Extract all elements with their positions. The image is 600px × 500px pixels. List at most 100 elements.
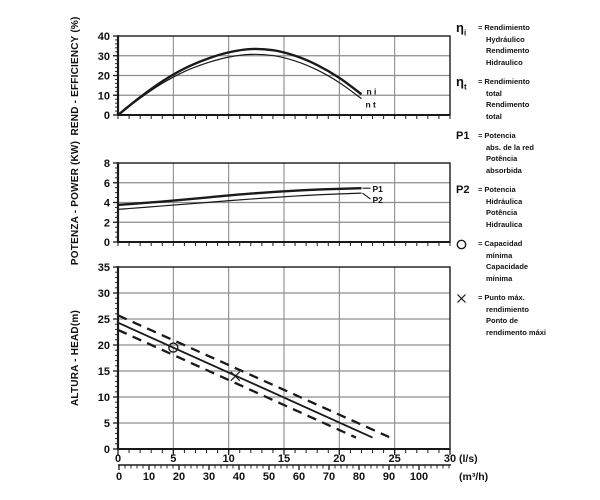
efficiency-axis-title: REND - EFFICIENCY (%) (70, 16, 81, 135)
series-label-P1: P1 (372, 184, 383, 194)
min-capacity-circle-icon (456, 238, 478, 284)
series-head-nominal (117, 321, 373, 439)
y-tick-label: 6 (104, 178, 110, 190)
legend-line: = Punto máx. (478, 293, 525, 302)
min-capacity-marker (168, 342, 179, 353)
equals-sign: = (478, 77, 483, 86)
legend-text-p1: = Potencia abs. de la red Potência absorbida (478, 130, 534, 176)
legend-line: Potência (486, 154, 518, 163)
legend-text-eta-i: = Rendimiento Hydráulico Rendimento Hidrauli… (478, 22, 530, 68)
legend-item-p2: P2 = Potencia Hidráulica Potência Hidraulica (456, 184, 598, 230)
y-tick-label: 4 (104, 198, 111, 210)
legend-line: Ponto de (486, 316, 519, 325)
legend-item-min-capacity: = Capacidad mínima Capacidade mínima (456, 238, 598, 284)
legend-line: = Potencia (478, 131, 516, 140)
legend-text-min-capacity: = Capacidad mínima Capacidade mínima (478, 238, 528, 284)
legend-line: mínima (486, 273, 513, 283)
legend-line: Potência (486, 208, 518, 217)
head-axis-title: ALTURA - HEAD(m) (70, 310, 81, 406)
legend-line: mínima (486, 250, 513, 260)
legend-item-eta-t: ηt = Rendimiento total Rendimento total (456, 74, 598, 122)
y-tick-label: 20 (98, 71, 110, 83)
equals-sign: = (478, 185, 483, 194)
legend-line: Hidraulica (486, 219, 523, 229)
legend-symbol-eta-i: ηi (456, 20, 467, 38)
max-efficiency-marker (230, 371, 241, 382)
y-tick-label: 35 (98, 262, 110, 274)
secondary-axis-m3h: 0 10 20 30 40 50 60 70 80 90 100 (116, 464, 451, 483)
x-tick-label: 25 (389, 453, 401, 465)
legend-symbol-p2: P2 (456, 184, 470, 196)
x-tick-label: 10 (223, 453, 235, 465)
legend-line: total (486, 111, 502, 121)
y-tick-label: 25 (98, 314, 110, 326)
legend-symbol-eta-t: ηt (456, 74, 467, 92)
series-label-n-t: n t (365, 100, 376, 110)
legend-line: total (486, 88, 502, 98)
legend-item-p1: P1 = Potencia abs. de la red Potência absorbi… (456, 130, 598, 176)
y-tick-label: 0 (104, 237, 110, 249)
legend-text-max-efficiency-point: = Punto máx. rendimiento Ponto de rendimento… (478, 292, 546, 338)
flow-m3h-unit-label: (m³/h) (459, 471, 488, 483)
series-p2-hydraulic-power (117, 192, 362, 211)
x-tick-label: 15 (278, 453, 290, 465)
x-tick-label: 20 (333, 453, 345, 465)
y-tick-label: 10 (98, 392, 110, 404)
y-tick-label: 8 (104, 158, 110, 170)
series-label-n-i: n i (366, 86, 376, 96)
y-tick-label: 2 (104, 217, 110, 229)
x-tick-label: 5 (170, 453, 176, 465)
y-tick-label: 10 (98, 90, 110, 102)
legend-line: rendimiento (486, 304, 529, 314)
max-efficiency-x-icon (456, 292, 478, 338)
chart-efficiency: 0 10 20 30 40 n i n t (98, 31, 451, 122)
series-p1-absorbed-power (117, 186, 362, 207)
x-tick-label: 0 (115, 453, 121, 465)
m3h-tick-label: 10 (143, 471, 155, 483)
flow-ls-unit-label: (l/s) (459, 453, 478, 465)
legend-line: Hidráulica (486, 196, 523, 206)
legend-line: = Rendimiento (478, 23, 530, 32)
m3h-tick-label: 0 (116, 471, 122, 483)
chart-head: 0 5 10 15 20 25 30 35 0 5 10 15 20 25 30 (98, 262, 456, 465)
m3h-tick-label: 90 (383, 471, 395, 483)
legend-line: rendimento máxi (486, 327, 547, 337)
m3h-tick-label: 100 (410, 471, 428, 483)
legend-line: = Capacidad (478, 239, 523, 248)
series-head-lower-tolerance (117, 328, 357, 439)
y-tick-label: 5 (104, 418, 110, 430)
m3h-tick-label: 40 (233, 471, 245, 483)
y-tick-label: 0 (104, 444, 110, 456)
equals-sign: = (478, 23, 483, 32)
legend-line: absorbida (486, 165, 522, 175)
equals-sign: = (478, 293, 483, 302)
series-eta-total (117, 53, 362, 116)
legend-line: = Potencia (478, 185, 516, 194)
legend: ηi = Rendimiento Hydráulico Rendimento Hidrau… (456, 20, 598, 346)
series-label-P2: P2 (372, 195, 383, 205)
m3h-tick-label: 60 (293, 471, 305, 483)
legend-symbol-p1: P1 (456, 130, 470, 142)
equals-sign: = (478, 131, 483, 140)
m3h-tick-label: 30 (203, 471, 215, 483)
legend-line: = Rendimiento (478, 77, 530, 86)
legend-text-eta-t: = Rendimiento total Rendimento total (478, 76, 530, 122)
legend-line: Rendimento (486, 46, 530, 55)
legend-line: Hydráulico (486, 34, 525, 44)
m3h-tick-label: 80 (353, 471, 365, 483)
equals-sign: = (478, 239, 483, 248)
y-tick-label: 30 (98, 288, 110, 300)
y-tick-label: 20 (98, 340, 110, 352)
legend-item-eta-i: ηi = Rendimiento Hydráulico Rendimento Hidrau… (456, 20, 598, 68)
y-tick-label: 40 (98, 31, 110, 43)
power-axis-title: POTENZA - POWER (KW) (70, 141, 81, 265)
series-head-upper-tolerance (117, 314, 390, 439)
m3h-tick-label: 20 (173, 471, 185, 483)
y-tick-label: 30 (98, 51, 110, 63)
legend-line: Rendimento (486, 100, 530, 109)
legend-item-max-efficiency-point: = Punto máx. rendimiento Ponto de rendimento… (456, 292, 598, 338)
m3h-tick-label: 70 (323, 471, 335, 483)
